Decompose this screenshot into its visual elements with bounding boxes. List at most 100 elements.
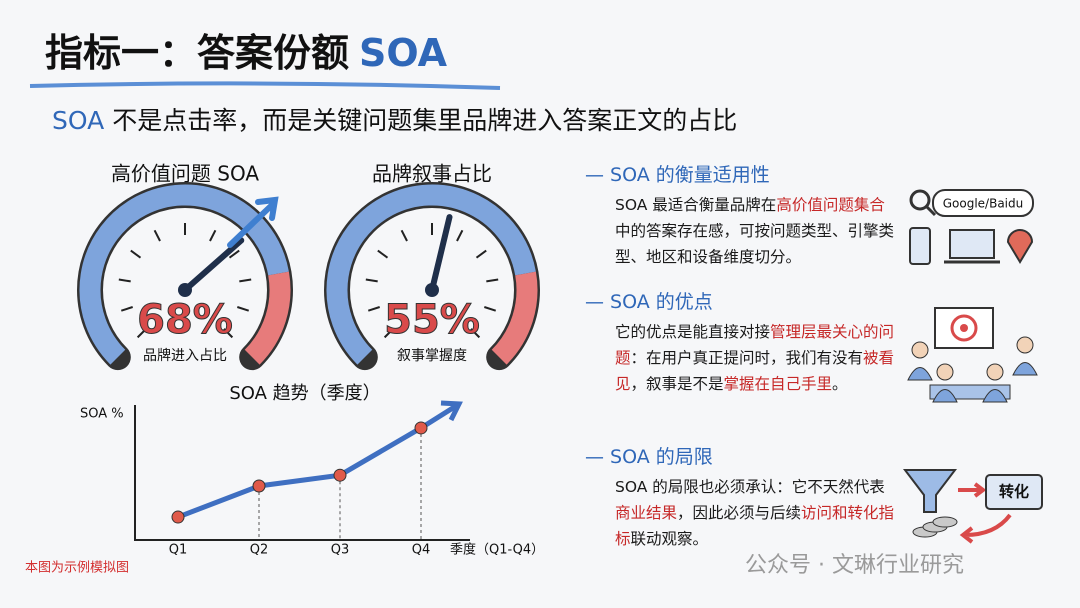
gauge-value: 68% [137, 297, 233, 343]
pin-icon [1006, 229, 1034, 264]
gauge-tick [118, 278, 131, 283]
gauge-tick [153, 229, 161, 242]
gauge-tick [228, 249, 240, 259]
subtitle-accent: SOA [52, 106, 104, 135]
gauge-tick [223, 328, 234, 339]
subtitle: SOA 不是点击率，而是关键问题集里品牌进入答案正文的占比 [52, 106, 737, 135]
gauge-red [244, 271, 291, 365]
gauge-hub [425, 283, 439, 297]
point [171, 510, 185, 524]
section-heading: — SOA 的衡量适用性 [585, 164, 770, 186]
person-head [911, 341, 929, 359]
person-head [1016, 336, 1034, 354]
gauge-caption: 品牌进入占比 [143, 347, 227, 364]
section-body: 它的优点是能直接对接管理层最关心的问题：在用户真正提问时，我们有没有被看见，叙事… [615, 319, 900, 397]
gauge-tick [130, 249, 142, 259]
gauge-title: 高价值问题 SOA [111, 162, 259, 186]
chart-title: SOA 趋势（季度） [229, 383, 380, 404]
person-body [982, 389, 1008, 403]
y-axis-label: SOA % [80, 407, 124, 422]
body-text: 中的答案存在感，可按问题类型、引擎类型、地区和设备维度切分。 [615, 222, 895, 266]
target-center [960, 324, 968, 332]
arrow-back [959, 513, 1012, 544]
axes [134, 405, 470, 541]
body-text: 。 [832, 375, 848, 393]
gauge-hub [178, 283, 192, 297]
body-text: ，叙事是不是 [630, 375, 724, 393]
body-text: ：在用户真正提问时，我们有没有 [630, 349, 864, 367]
point [414, 421, 428, 435]
gauge-value: 55% [384, 297, 480, 343]
gauge-tick [475, 249, 487, 259]
section-body: SOA 最适合衡量品牌在高价值问题集合中的答案存在感，可按问题类型、引擎类型、地… [615, 192, 900, 270]
gauge-blue [326, 184, 536, 365]
gauge-tick [377, 249, 389, 259]
search-label: Google/Baidu [943, 197, 1024, 211]
person-body [907, 367, 933, 381]
gauge-tick [365, 278, 378, 283]
gauge-tick [486, 278, 499, 283]
body-text: 掌握在自己手里 [723, 375, 833, 393]
gauge-tick [136, 328, 147, 339]
x-tick-label: Q3 [331, 543, 350, 558]
watermark: 公众号 · 文琳行业研究 [745, 553, 964, 578]
gauge-needle [429, 214, 453, 293]
gauge-needle [182, 237, 245, 293]
target-icon [950, 314, 978, 342]
gauge-tick [383, 328, 394, 339]
convert-label: 转化 [999, 483, 1029, 501]
trend-arrow [227, 196, 279, 248]
x-tick-label: Q1 [169, 543, 188, 558]
gauge-tick [483, 306, 497, 312]
title: 指标一：答案份额 SOA [45, 31, 448, 75]
title-accent: SOA [359, 31, 448, 75]
body-text: 管理层最关心的问题 [615, 323, 895, 367]
title-main: 指标一：答案份额 [45, 31, 349, 75]
body-text: 联动观察。 [630, 530, 709, 548]
person-body [932, 389, 958, 403]
body-text: 商业结果 [615, 504, 678, 522]
person-body [1012, 362, 1038, 376]
laptop-icon [949, 229, 995, 259]
gauge-blue [79, 184, 289, 365]
gauge-tick [367, 306, 381, 312]
note: 本图为示例模拟图 [25, 561, 129, 576]
gauge-tick [456, 229, 464, 242]
section-body: SOA 的局限也必须承认：它不天然代表商业结果，因此必须与后续访问和转化指标联动… [615, 474, 900, 552]
body-text: ，因此必须与后续 [677, 504, 802, 522]
body-text: 被看见 [615, 349, 895, 393]
search-box [932, 189, 1034, 217]
search-icon [909, 189, 931, 211]
body-text: 访问和转化指标 [615, 504, 895, 548]
gauge-tick [236, 306, 250, 312]
body-text: SOA 最适合衡量品牌在 [615, 196, 777, 214]
person-head [936, 363, 954, 381]
section-heading: — SOA 的优点 [585, 291, 713, 313]
convert-box [985, 474, 1043, 510]
gauge-tick [120, 306, 134, 312]
gauge-tick [209, 229, 217, 242]
subtitle-main: 不是点击率，而是关键问题集里品牌进入答案正文的占比 [112, 106, 737, 135]
gauge-tick [239, 278, 252, 283]
body-text: 它的优点是能直接对接 [615, 323, 771, 341]
x-tick-label: Q4 [412, 543, 431, 558]
arrow-right [958, 482, 987, 498]
trend-line [177, 425, 423, 520]
person-head [986, 363, 1004, 381]
body-text: SOA 的局限也必须承认：它不天然代表 [615, 478, 885, 496]
point [333, 468, 347, 482]
body-text: 高价值问题集合 [776, 196, 885, 214]
point [252, 479, 266, 493]
gauge-tick [400, 229, 408, 242]
search-handle [925, 205, 937, 217]
coin-icon [932, 516, 958, 528]
x-axis-label: 季度（Q1-Q4） [450, 542, 544, 558]
title-underline [29, 81, 501, 90]
trend-arrowhead [419, 400, 463, 431]
funnel-icon [902, 469, 958, 513]
gauge-title: 品牌叙事占比 [372, 162, 492, 186]
